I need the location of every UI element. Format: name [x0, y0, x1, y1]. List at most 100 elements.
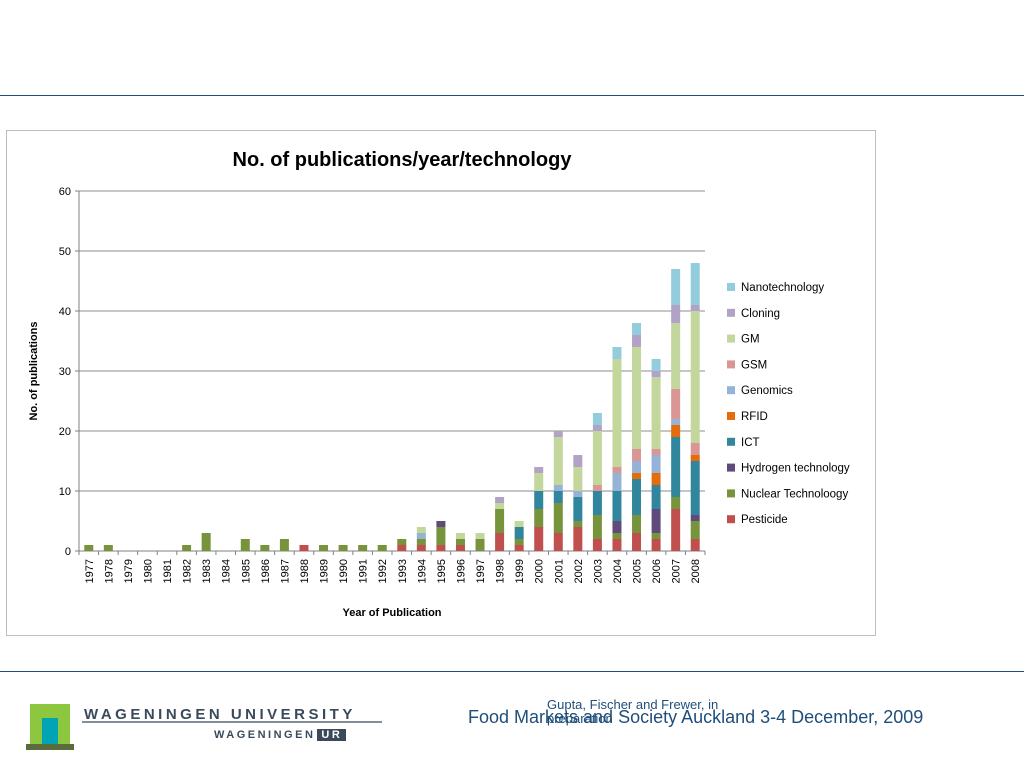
bar-segment-rfid — [671, 425, 681, 437]
chart-frame: No. of publications/year/technology 0 10 20… — [6, 130, 876, 636]
legend-swatch — [727, 386, 735, 395]
bar-segment-nuclear-technoloogy — [84, 545, 94, 551]
bar-segment-cloning — [592, 425, 602, 431]
bar-segment-gm — [455, 533, 465, 539]
bottom-rule — [0, 671, 1024, 672]
legend-swatch — [727, 489, 735, 498]
bar-segment-gm — [592, 431, 602, 485]
x-tick-label: 2008 — [690, 559, 702, 583]
bar-segment-gsm — [612, 467, 622, 473]
y-axis-label: No. of publications — [28, 322, 40, 421]
bar-segment-nuclear-technoloogy — [201, 533, 211, 551]
bar-segment-hydrogen-technology — [612, 521, 622, 533]
legend-swatch — [727, 463, 735, 472]
y-tick-label: 40 — [59, 306, 71, 318]
bar-segment-nuclear-technoloogy — [260, 545, 270, 551]
university-sub: WAGENINGEN UR — [214, 729, 347, 741]
bar-segment-nuclear-technoloogy — [495, 509, 505, 533]
bar-segment-nuclear-technoloogy — [534, 509, 544, 527]
bar-segment-nuclear-technoloogy — [514, 539, 524, 545]
bar-segment-nuclear-technoloogy — [279, 539, 289, 551]
bar-segment-pesticide — [397, 545, 407, 551]
bar-segment-gsm — [671, 389, 681, 419]
y-tick-label: 0 — [65, 546, 71, 558]
bar-segment-gsm — [690, 443, 700, 455]
bar-segment-genomics — [671, 419, 681, 425]
bar-segment-nuclear-technoloogy — [240, 539, 250, 551]
bar-segment-nuclear-technoloogy — [475, 539, 485, 551]
legend-entry: Hydrogen technology — [741, 463, 850, 475]
bar-segment-nuclear-technoloogy — [338, 545, 348, 551]
bar-segment-nuclear-technoloogy — [671, 497, 681, 509]
bar-segment-cloning — [534, 467, 544, 473]
bar-segment-cloning — [671, 305, 681, 323]
x-tick-label: 1993 — [397, 559, 409, 583]
x-tick-label: 1980 — [142, 559, 154, 583]
legend-entry: GSM — [741, 359, 767, 371]
chart-title: No. of publications/year/technology — [233, 149, 573, 171]
bar-segment-nuclear-technoloogy — [612, 533, 622, 539]
y-tick-label: 60 — [59, 186, 71, 198]
bar-segment-ict — [573, 497, 583, 521]
bar-segment-gsm — [592, 485, 602, 491]
x-tick-label: 2002 — [573, 559, 585, 583]
x-tick-label: 1995 — [436, 559, 448, 583]
bar-segment-pesticide — [632, 533, 642, 551]
y-tick-label: 30 — [59, 366, 71, 378]
legend-entry: Genomics — [741, 385, 793, 397]
bar-segment-ict — [592, 491, 602, 515]
bar-segment-gm — [651, 377, 661, 449]
bar-segment-gm — [416, 527, 426, 533]
legend-swatch — [727, 360, 735, 369]
x-tick-label: 1994 — [416, 559, 428, 583]
bar-segment-hydrogen-technology — [436, 521, 446, 527]
x-tick-label: 1984 — [221, 559, 233, 583]
bar-segment-hydrogen-technology — [690, 515, 700, 521]
legend-entry: Nuclear Technoloogy — [741, 488, 848, 500]
y-tick-label: 20 — [59, 426, 71, 438]
y-tick-label: 10 — [59, 486, 71, 498]
bar-segment-hydrogen-technology — [651, 509, 661, 533]
legend-swatch — [727, 334, 735, 343]
x-tick-label: 2005 — [632, 559, 644, 583]
x-tick-label: 1985 — [240, 559, 252, 583]
x-tick-label: 1982 — [182, 559, 194, 583]
x-tick-label: 2007 — [671, 559, 683, 583]
bar-segment-pesticide — [455, 545, 465, 551]
bar-segment-ict — [534, 491, 544, 509]
bar-segment-nanotechnology — [592, 413, 602, 425]
bar-segment-gm — [671, 323, 681, 389]
bar-segment-nuclear-technoloogy — [103, 545, 113, 551]
x-tick-label: 1996 — [455, 559, 467, 583]
bar-segment-ict — [553, 491, 563, 503]
bar-segment-nuclear-technoloogy — [690, 521, 700, 539]
bar-segment-genomics — [651, 455, 661, 473]
bar-segment-nanotechnology — [612, 347, 622, 359]
bar-segment-pesticide — [671, 509, 681, 551]
bar-segment-nuclear-technoloogy — [397, 539, 407, 545]
x-tick-label: 1979 — [123, 559, 135, 583]
bar-segment-gsm — [651, 449, 661, 455]
bar-segment-genomics — [612, 473, 622, 491]
bar-segment-rfid — [690, 455, 700, 461]
bar-segment-genomics — [553, 485, 563, 491]
university-name: WAGENINGEN UNIVERSITY — [84, 706, 356, 723]
bar-segment-pesticide — [416, 545, 426, 551]
bar-segment-nuclear-technoloogy — [182, 545, 192, 551]
bar-segment-nanotechnology — [632, 323, 642, 335]
bar-segment-gm — [573, 467, 583, 491]
bar-segment-pesticide — [299, 545, 309, 551]
bar-segment-nanotechnology — [651, 359, 661, 371]
x-tick-label: 1998 — [495, 559, 507, 583]
bar-segment-nuclear-technoloogy — [319, 545, 329, 551]
x-tick-label: 2004 — [612, 559, 624, 583]
bar-segment-pesticide — [651, 539, 661, 551]
legend-entry: Cloning — [741, 308, 780, 320]
x-tick-label: 1978 — [103, 559, 115, 583]
bar-segment-nuclear-technoloogy — [358, 545, 368, 551]
legend-entry: GM — [741, 334, 760, 346]
legend-entry: Nanotechnology — [741, 282, 824, 294]
bar-segment-gm — [690, 311, 700, 443]
bar-segment-cloning — [495, 497, 505, 503]
bar-segment-gm — [632, 347, 642, 449]
